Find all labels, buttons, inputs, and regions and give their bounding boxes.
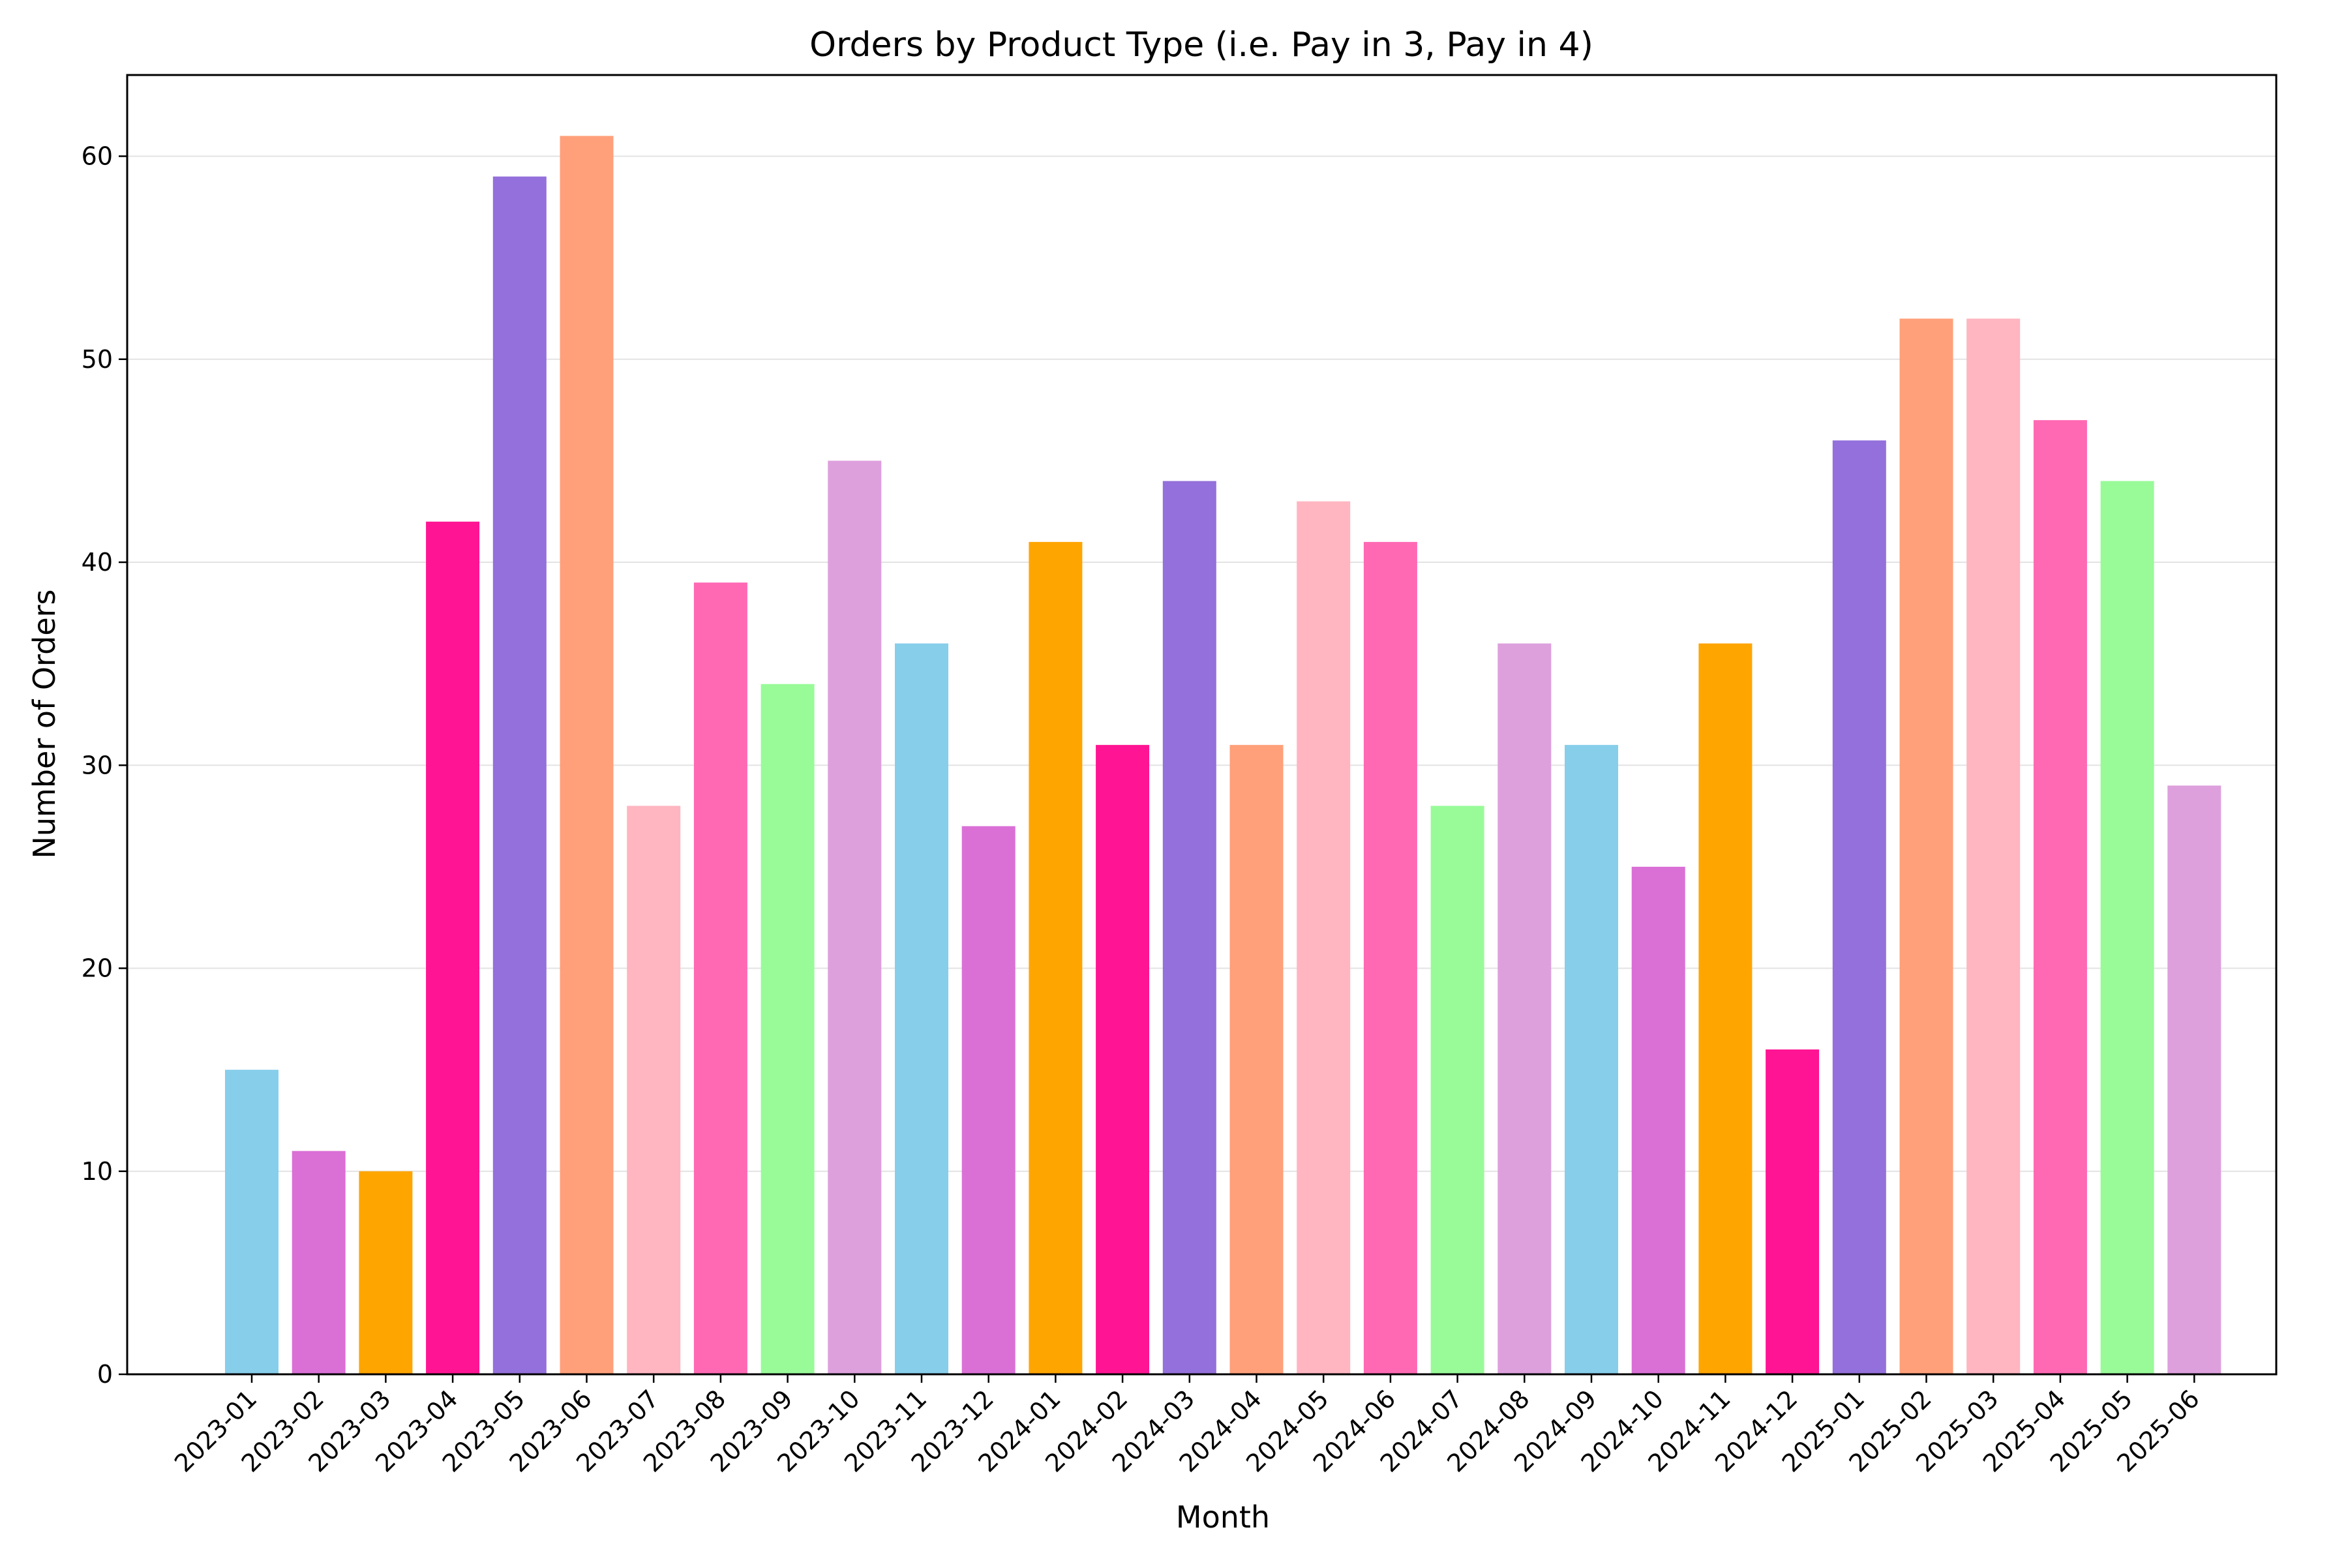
bar-2023-07 xyxy=(627,806,681,1374)
bar-2023-11 xyxy=(895,643,948,1374)
y-tick-label: 10 xyxy=(82,1157,113,1186)
bar-2023-03 xyxy=(359,1171,413,1374)
bar-2024-11 xyxy=(1698,643,1753,1374)
bar-2023-09 xyxy=(760,684,815,1374)
bar-2025-05 xyxy=(2100,481,2154,1374)
y-tick-label: 0 xyxy=(97,1360,113,1389)
bar-2024-12 xyxy=(1766,1049,1820,1374)
bar-2024-04 xyxy=(1229,745,1284,1374)
bars xyxy=(225,136,2221,1374)
bar-2023-05 xyxy=(492,176,547,1374)
bar-2023-10 xyxy=(828,460,882,1374)
y-axis-label: Number of Orders xyxy=(27,589,62,858)
y-tick-label: 30 xyxy=(82,751,113,779)
y-tick-label: 40 xyxy=(82,548,113,577)
bar-2025-06 xyxy=(2167,785,2221,1374)
bar-2025-04 xyxy=(2033,420,2087,1374)
y-axis-ticks: 0 10 20 30 40 50 60 xyxy=(82,142,127,1389)
bar-2023-01 xyxy=(225,1070,278,1374)
x-axis-ticks: 2023-012023-022023-032023-042023-052023-… xyxy=(169,1374,2205,1478)
bar-2023-08 xyxy=(693,582,747,1374)
y-tick-label: 20 xyxy=(82,954,113,983)
bar-2024-06 xyxy=(1363,541,1417,1374)
bar-2024-10 xyxy=(1631,866,1685,1374)
bar-2024-07 xyxy=(1430,806,1484,1374)
bar-2025-02 xyxy=(1899,318,1953,1374)
bar-2024-02 xyxy=(1096,745,1150,1374)
bar-2024-01 xyxy=(1029,541,1083,1374)
bar-2025-03 xyxy=(1966,318,2021,1374)
chart-title: Orders by Product Type (i.e. Pay in 3, P… xyxy=(809,25,1593,65)
bar-2023-04 xyxy=(426,521,480,1374)
y-tick-label: 50 xyxy=(82,345,113,374)
bar-2024-09 xyxy=(1565,745,1618,1374)
bar-2024-05 xyxy=(1297,501,1351,1374)
plot-frame xyxy=(126,74,2278,1376)
bar-2023-12 xyxy=(961,826,1016,1374)
bar-2024-08 xyxy=(1498,643,1552,1374)
bar-2023-02 xyxy=(292,1151,346,1374)
bar-2025-01 xyxy=(1832,440,1886,1374)
bar-2024-03 xyxy=(1162,481,1216,1374)
x-axis-label: Month xyxy=(1176,1500,1270,1535)
bar-2023-06 xyxy=(560,136,614,1374)
y-tick-label: 60 xyxy=(82,142,113,171)
